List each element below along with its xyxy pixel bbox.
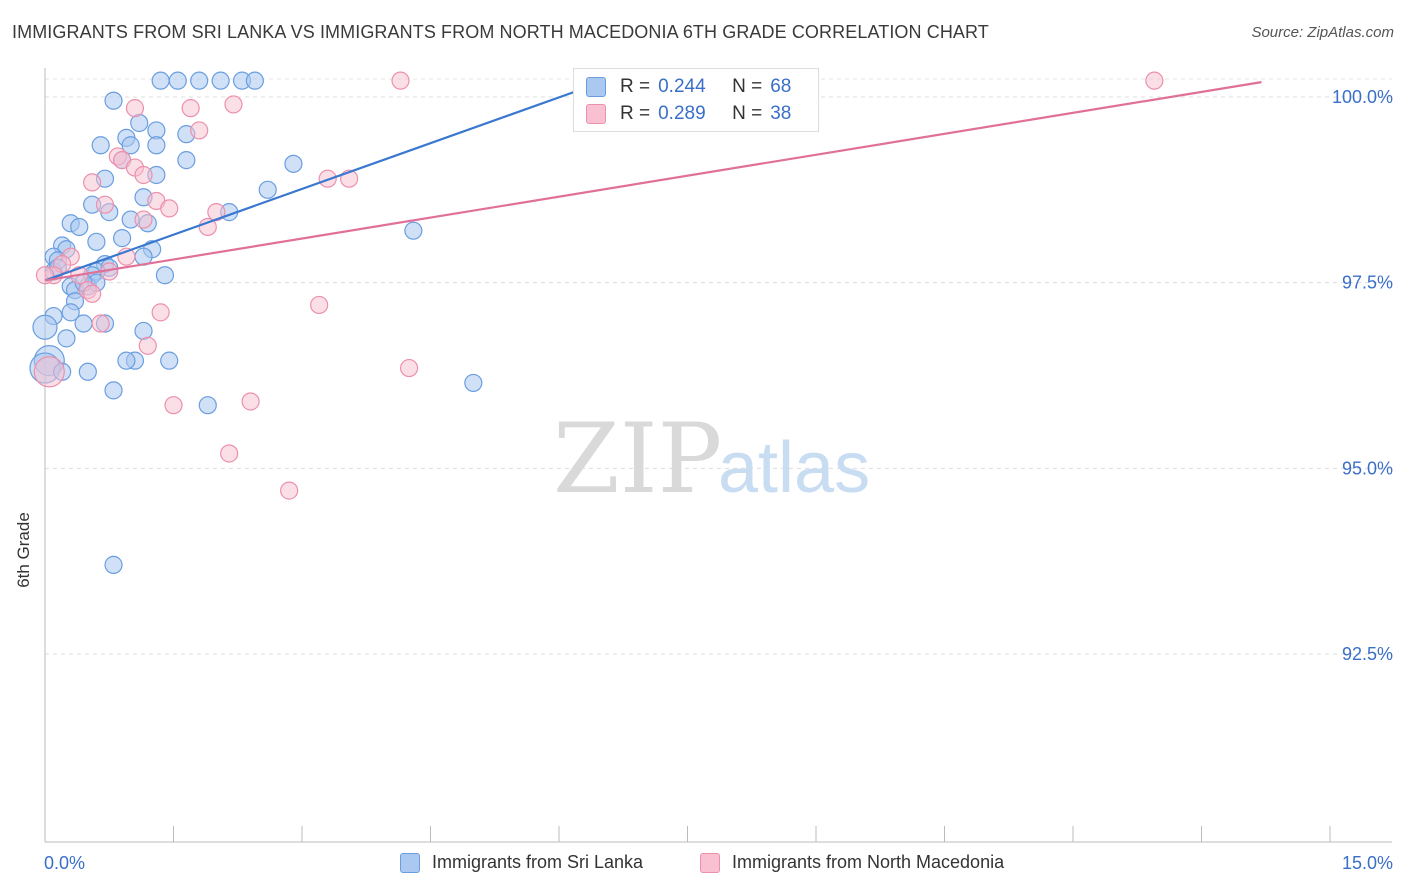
legend-swatch-blue	[400, 852, 420, 873]
point-sri-lanka	[284, 154, 303, 173]
legend-item-north-macedonia[interactable]: Immigrants from North Macedonia	[700, 852, 1004, 873]
point-sri-lanka	[74, 314, 93, 333]
point-north-macedonia	[310, 295, 329, 315]
point-sri-lanka	[177, 151, 196, 170]
legend-swatch-blue	[586, 77, 606, 97]
point-sri-lanka	[112, 229, 132, 248]
y-axis-label-wrap: 6th Grade	[13, 510, 36, 610]
point-north-macedonia	[207, 203, 226, 222]
data-points	[29, 71, 1164, 574]
point-sri-lanka	[160, 351, 179, 370]
legend-r-label: R =	[620, 76, 651, 97]
watermark-zip: ZIP	[553, 403, 722, 515]
point-sri-lanka	[91, 136, 110, 155]
legend-n-value: 38	[770, 103, 792, 124]
legend-label: Immigrants from North Macedonia	[732, 852, 1005, 872]
point-north-macedonia	[83, 173, 102, 192]
legend-n-label: N =	[732, 103, 763, 124]
point-north-macedonia	[198, 217, 217, 237]
point-north-macedonia	[91, 314, 110, 333]
point-north-macedonia	[151, 303, 170, 322]
source-label: Source: ZipAtlas.com	[1251, 24, 1394, 41]
point-north-macedonia	[95, 195, 115, 214]
point-sri-lanka	[57, 329, 76, 348]
y-tick-label: 95.0%	[1342, 458, 1393, 478]
point-north-macedonia	[1145, 71, 1164, 90]
point-sri-lanka	[168, 71, 187, 90]
point-sri-lanka	[104, 381, 123, 400]
legend-item-sri-lanka[interactable]: Immigrants from Sri Lanka	[400, 852, 643, 873]
y-tick-label: 100.0%	[1332, 87, 1393, 107]
gridlines	[45, 78, 1392, 655]
point-sri-lanka	[211, 71, 230, 90]
x-tick-label: 15.0%	[1342, 853, 1393, 873]
point-sri-lanka	[151, 71, 170, 90]
legend-swatch-pink	[586, 104, 606, 124]
point-north-macedonia	[280, 481, 299, 500]
legend-swatch-pink	[700, 852, 720, 873]
point-sri-lanka	[87, 232, 106, 251]
point-sri-lanka	[258, 180, 277, 199]
point-sri-lanka	[61, 303, 80, 322]
chart-title: IMMIGRANTS FROM SRI LANKA VS IMMIGRANTS …	[12, 22, 989, 42]
point-sri-lanka	[190, 71, 209, 90]
legend-r-value: 0.289	[658, 103, 706, 124]
point-sri-lanka	[155, 266, 175, 285]
legend-row-north-macedonia: R = 0.289 N = 38	[586, 101, 791, 127]
series-legend: Immigrants from Sri Lanka Immigrants fro…	[0, 852, 1406, 878]
legend-r-label: R =	[620, 103, 651, 124]
point-north-macedonia	[33, 356, 65, 388]
legend-n-value: 68	[770, 76, 792, 97]
point-north-macedonia	[241, 392, 260, 411]
point-north-macedonia	[164, 396, 183, 415]
point-north-macedonia	[391, 71, 410, 90]
point-north-macedonia	[190, 121, 209, 140]
y-tick-label: 97.5%	[1342, 273, 1393, 293]
watermark-atlas: atlas	[718, 428, 870, 508]
trend-line-north-macedonia	[44, 81, 1262, 282]
y-axis-label: 6th Grade	[13, 512, 33, 588]
y-tick-label: 92.5%	[1342, 644, 1393, 664]
point-sri-lanka	[117, 351, 136, 370]
point-north-macedonia	[138, 336, 157, 355]
legend-label: Immigrants from Sri Lanka	[432, 852, 644, 872]
point-north-macedonia	[125, 99, 145, 118]
x-tick-label: 0.0%	[44, 853, 85, 873]
point-sri-lanka	[32, 314, 58, 340]
point-north-macedonia	[83, 284, 102, 303]
tick-labels: 92.5% 95.0% 97.5% 100.0% 0.0% 15.0%	[44, 87, 1393, 873]
point-north-macedonia	[399, 358, 419, 378]
point-sri-lanka	[78, 362, 97, 381]
point-north-macedonia	[35, 266, 55, 285]
legend-n-label: N =	[732, 76, 763, 97]
point-north-macedonia	[134, 210, 153, 229]
trend-line-sri-lanka	[44, 81, 603, 282]
legend-row-sri-lanka: R = 0.244 N = 68	[586, 74, 791, 100]
stats-legend: R = 0.244 N = 68 R = 0.289 N = 38	[573, 68, 819, 132]
point-sri-lanka	[198, 396, 217, 415]
point-north-macedonia	[220, 444, 239, 463]
point-north-macedonia	[181, 99, 200, 118]
point-sri-lanka	[147, 136, 166, 155]
point-north-macedonia	[224, 95, 243, 114]
point-sri-lanka	[245, 71, 264, 90]
point-north-macedonia	[160, 199, 179, 218]
point-north-macedonia	[134, 165, 153, 185]
point-sri-lanka	[70, 217, 89, 237]
legend-r-value: 0.244	[658, 76, 706, 97]
point-sri-lanka	[121, 136, 140, 155]
point-sri-lanka	[404, 221, 423, 240]
point-sri-lanka	[104, 555, 123, 574]
point-sri-lanka	[104, 91, 123, 110]
trend-lines	[44, 81, 1262, 282]
axes	[44, 68, 1392, 843]
point-sri-lanka	[464, 373, 483, 393]
